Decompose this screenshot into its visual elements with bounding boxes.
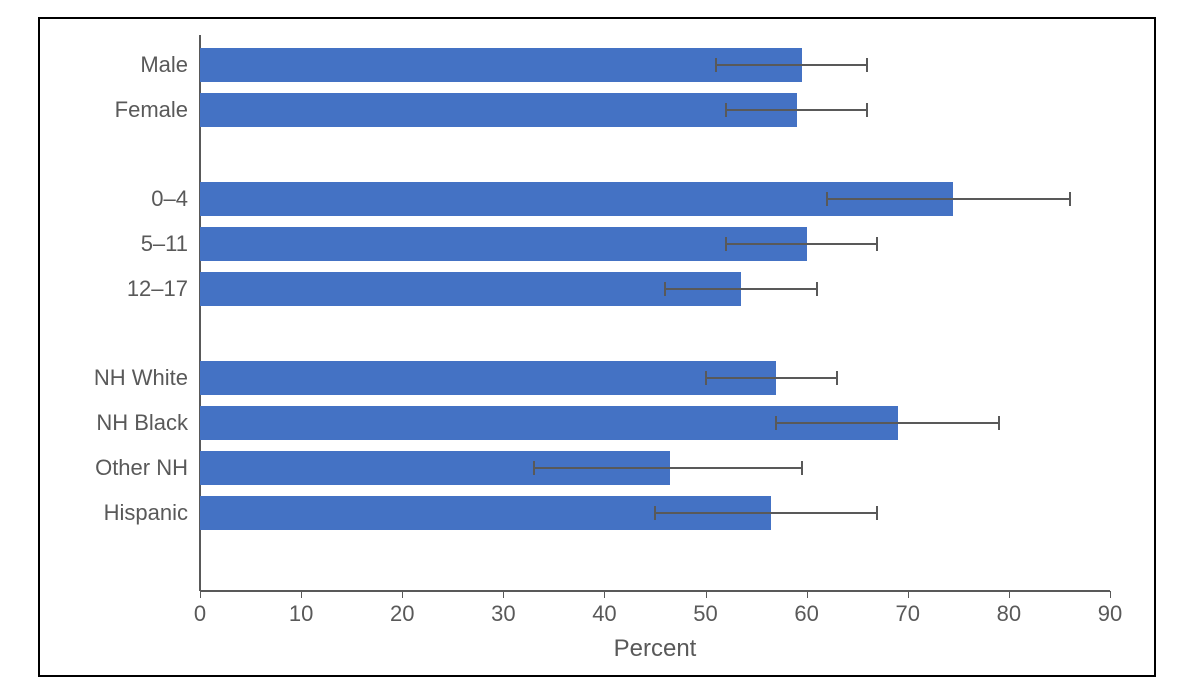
x-tick [604,591,605,598]
x-tick [301,591,302,598]
errorbar-cap [826,192,828,206]
x-tick [1009,591,1010,598]
y-tick-label: NH Black [96,410,188,436]
errorbar-line [706,377,837,379]
bar [200,227,807,261]
errorbar-line [827,198,1070,200]
x-tick-label: 40 [592,601,616,627]
errorbar-cap [876,237,878,251]
x-tick-label: 30 [491,601,515,627]
errorbar-cap [725,103,727,117]
errorbar-cap [533,461,535,475]
x-axis-line [200,590,1110,592]
bar [200,272,741,306]
errorbar-line [534,467,802,469]
errorbar-cap [876,506,878,520]
errorbar-cap [801,461,803,475]
x-tick [807,591,808,598]
bar [200,48,802,82]
errorbar-cap [866,58,868,72]
errorbar-cap [1069,192,1071,206]
y-tick-label: Hispanic [104,500,188,526]
x-tick [402,591,403,598]
errorbar-cap [725,237,727,251]
errorbar-cap [836,371,838,385]
errorbar-cap [775,416,777,430]
errorbar-line [776,422,998,424]
bar [200,361,776,395]
x-tick-label: 80 [997,601,1021,627]
y-tick-label: Other NH [95,455,188,481]
errorbar-line [726,243,878,245]
x-tick [706,591,707,598]
y-tick-label: NH White [94,365,188,391]
errorbar-cap [664,282,666,296]
errorbar-cap [998,416,1000,430]
x-tick-label: 20 [390,601,414,627]
y-tick-label: 0–4 [151,186,188,212]
errorbar-cap [715,58,717,72]
errorbar-cap [816,282,818,296]
x-tick [200,591,201,598]
y-tick-label: 12–17 [127,276,188,302]
x-tick-label: 0 [194,601,206,627]
errorbar-cap [866,103,868,117]
bar [200,93,797,127]
x-tick-label: 60 [794,601,818,627]
x-tick [1110,591,1111,598]
x-tick-label: 10 [289,601,313,627]
errorbar-line [716,64,868,66]
y-tick-label: Female [115,97,188,123]
x-axis-title: Percent [614,635,697,663]
x-tick [503,591,504,598]
y-tick-label: Male [140,52,188,78]
plot-area [200,35,1110,591]
errorbar-cap [654,506,656,520]
y-tick-label: 5–11 [141,231,188,257]
errorbar-line [726,109,868,111]
errorbar-line [665,288,817,290]
x-tick-label: 70 [896,601,920,627]
x-tick-label: 90 [1098,601,1122,627]
errorbar-cap [705,371,707,385]
x-tick-label: 50 [693,601,717,627]
x-tick [908,591,909,598]
errorbar-line [655,512,877,514]
